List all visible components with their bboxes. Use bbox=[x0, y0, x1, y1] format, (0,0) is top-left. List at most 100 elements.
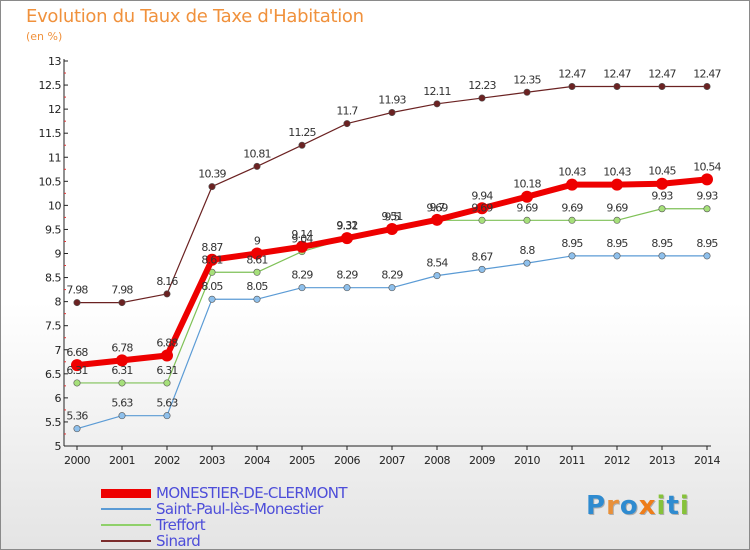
data-label: 8.16 bbox=[156, 275, 178, 288]
data-point bbox=[613, 83, 621, 91]
y-tick-label: 12 bbox=[48, 103, 61, 116]
x-tick-label: 2011 bbox=[559, 454, 585, 467]
data-label: 12.47 bbox=[558, 68, 586, 81]
data-point bbox=[206, 253, 218, 266]
data-label: 8.87 bbox=[201, 241, 223, 254]
data-label: 8.05 bbox=[201, 280, 223, 293]
data-point bbox=[343, 120, 351, 128]
data-point bbox=[566, 178, 578, 191]
data-point bbox=[118, 299, 126, 307]
data-point bbox=[161, 349, 173, 362]
data-label: 9.04 bbox=[291, 233, 313, 246]
legend-label: Treffort bbox=[156, 516, 206, 534]
data-point bbox=[118, 379, 126, 387]
logo-letter: x bbox=[638, 491, 657, 521]
data-label: 11.93 bbox=[378, 93, 406, 106]
data-label: 9.69 bbox=[426, 201, 448, 214]
proxiti-logo: Proxiti bbox=[586, 491, 690, 521]
data-point bbox=[568, 216, 576, 224]
data-label: 10.45 bbox=[648, 165, 676, 178]
logo-letter: i bbox=[679, 491, 690, 521]
data-point bbox=[388, 108, 396, 116]
data-point bbox=[658, 205, 666, 213]
legend-label: MONESTIER-DE-CLERMONT bbox=[156, 484, 348, 502]
units-label: (en %) bbox=[26, 30, 63, 43]
data-label: 9.93 bbox=[651, 190, 673, 203]
data-point bbox=[298, 284, 306, 292]
series-3 bbox=[73, 83, 711, 307]
data-label: 8.54 bbox=[426, 257, 448, 270]
data-point bbox=[343, 284, 351, 292]
legend-label: Sinard bbox=[156, 532, 201, 550]
data-point bbox=[523, 88, 531, 96]
data-point bbox=[611, 178, 623, 191]
data-label: 12.23 bbox=[468, 79, 496, 92]
data-point bbox=[253, 268, 261, 276]
chart-title: Evolution du Taux de Taxe d'Habitation bbox=[26, 6, 364, 27]
x-tick-label: 2010 bbox=[514, 454, 540, 467]
data-point bbox=[118, 412, 126, 420]
y-tick-label: 9.5 bbox=[45, 223, 61, 236]
x-tick-label: 2012 bbox=[604, 454, 630, 467]
x-tick-label: 2009 bbox=[469, 454, 495, 467]
data-point bbox=[658, 83, 666, 91]
data-label: 9.69 bbox=[561, 201, 583, 214]
x-tick-label: 2014 bbox=[694, 454, 720, 467]
data-label: 9.14 bbox=[291, 228, 313, 241]
data-label: 6.78 bbox=[111, 341, 133, 354]
data-label: 10.43 bbox=[603, 166, 631, 179]
legend-swatch bbox=[101, 488, 151, 498]
data-label: 8.95 bbox=[561, 237, 583, 250]
data-label: 9 bbox=[254, 235, 261, 248]
data-label: 9.69 bbox=[516, 201, 538, 214]
logo-letter: t bbox=[666, 491, 680, 521]
series-layer bbox=[71, 83, 713, 433]
data-label: 9.69 bbox=[606, 201, 628, 214]
data-label: 8.29 bbox=[381, 269, 403, 282]
data-point bbox=[433, 272, 441, 280]
logo-letter: P bbox=[586, 491, 607, 521]
data-label: 12.47 bbox=[603, 68, 631, 81]
data-point bbox=[208, 183, 216, 191]
data-point bbox=[478, 265, 486, 273]
data-label: 10.39 bbox=[198, 168, 226, 181]
data-point bbox=[703, 83, 711, 91]
data-label: 5.63 bbox=[156, 397, 178, 410]
legend-label: Saint-Paul-lès-Monestier bbox=[156, 500, 323, 518]
data-label: 12.47 bbox=[693, 68, 721, 81]
x-tick-label: 2001 bbox=[109, 454, 135, 467]
x-tick-label: 2002 bbox=[154, 454, 180, 467]
data-point bbox=[568, 83, 576, 91]
logo-letter: i bbox=[656, 491, 667, 521]
data-label: 6.31 bbox=[66, 364, 87, 377]
data-label: 6.31 bbox=[156, 364, 177, 377]
y-tick-label: 7 bbox=[55, 344, 62, 357]
data-label: 8.67 bbox=[471, 250, 493, 263]
logo-letter: r bbox=[606, 491, 620, 521]
data-label: 12.11 bbox=[423, 85, 451, 98]
data-label: 10.43 bbox=[558, 166, 586, 179]
x-tick-label: 2004 bbox=[244, 454, 270, 467]
data-label: 5.36 bbox=[66, 410, 88, 423]
data-point bbox=[433, 100, 441, 108]
y-tick-label: 8 bbox=[55, 296, 62, 309]
data-point bbox=[163, 290, 171, 298]
data-label: 9.93 bbox=[696, 190, 718, 203]
data-label: 11.25 bbox=[288, 126, 316, 139]
y-tick-label: 11.5 bbox=[39, 127, 62, 140]
data-point bbox=[116, 354, 128, 367]
data-point bbox=[388, 284, 396, 292]
y-tick-label: 10.5 bbox=[39, 175, 62, 188]
data-label: 8.8 bbox=[519, 244, 535, 257]
data-label: 9.7 bbox=[429, 201, 445, 214]
data-point bbox=[613, 216, 621, 224]
data-label: 8.95 bbox=[696, 237, 718, 250]
y-tick-label: 10 bbox=[48, 199, 61, 212]
legend-swatch bbox=[101, 524, 151, 526]
y-tick-label: 5 bbox=[55, 440, 62, 453]
data-label: 8.61 bbox=[246, 253, 267, 266]
data-point bbox=[73, 299, 81, 307]
data-labels-layer: 7.98 7.98 8.16 10.39 10.81 11.25 11.7 11.93 12.1… bbox=[66, 68, 722, 423]
data-point bbox=[253, 162, 261, 170]
